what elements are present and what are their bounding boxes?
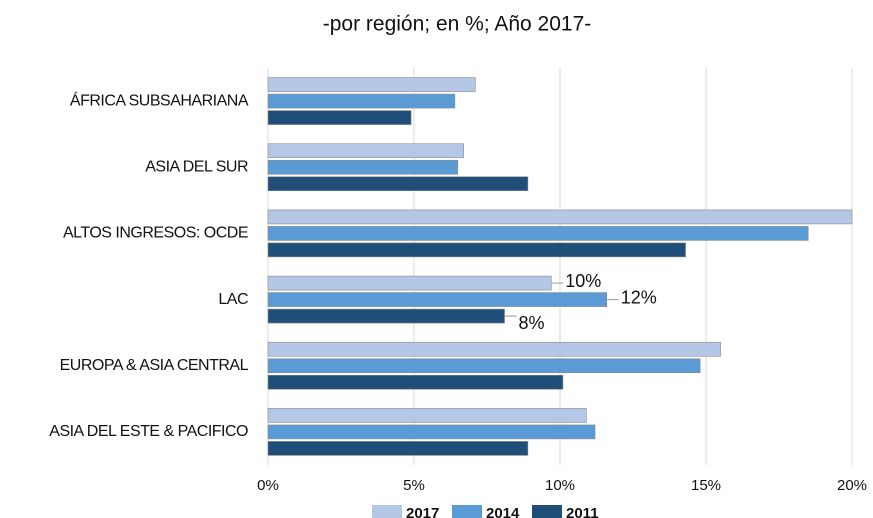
bar xyxy=(267,441,529,456)
bar xyxy=(267,424,596,440)
y-tick-label: ASIA DEL SUR xyxy=(145,158,248,175)
x-tick-label: 20% xyxy=(837,477,867,494)
x-tick-label: 5% xyxy=(403,477,425,494)
legend-label: 2011 xyxy=(566,505,599,518)
bar xyxy=(267,275,552,291)
legend-label: 2014 xyxy=(486,505,520,518)
bar xyxy=(267,176,529,192)
bar xyxy=(267,93,456,109)
data-label: 8% xyxy=(519,313,545,333)
bar xyxy=(267,110,412,125)
legend-swatch xyxy=(532,505,562,518)
legend-label: 2017 xyxy=(406,505,439,518)
bar xyxy=(267,341,721,357)
bar xyxy=(267,242,686,258)
bar xyxy=(267,77,476,92)
bar xyxy=(267,143,464,159)
y-tick-label: EUROPA & ASIA CENTRAL xyxy=(60,357,249,374)
y-tick-label: ALTOS INGRESOS: OCDE xyxy=(63,225,248,242)
y-tick-label: LAC xyxy=(218,291,248,308)
chart-title: -por región; en %; Año 2017- xyxy=(323,13,592,36)
bar xyxy=(267,358,701,374)
legend-swatch xyxy=(372,505,402,518)
x-tick-label: 0% xyxy=(257,477,279,494)
bar xyxy=(267,209,853,225)
data-label: 12% xyxy=(621,287,657,307)
bar xyxy=(267,292,608,307)
bar xyxy=(267,408,587,423)
bar xyxy=(267,159,459,175)
x-tick-label: 10% xyxy=(545,477,575,494)
data-label: 10% xyxy=(565,271,601,291)
bar xyxy=(267,226,809,241)
legend-swatch xyxy=(452,505,482,518)
y-tick-label: ASIA DEL ESTE & PACIFICO xyxy=(49,423,248,440)
x-tick-label: 15% xyxy=(691,477,721,494)
y-tick-label: ÁFRICA SUBSAHARIANA xyxy=(70,90,249,109)
bar xyxy=(267,308,505,324)
bar xyxy=(267,374,564,390)
